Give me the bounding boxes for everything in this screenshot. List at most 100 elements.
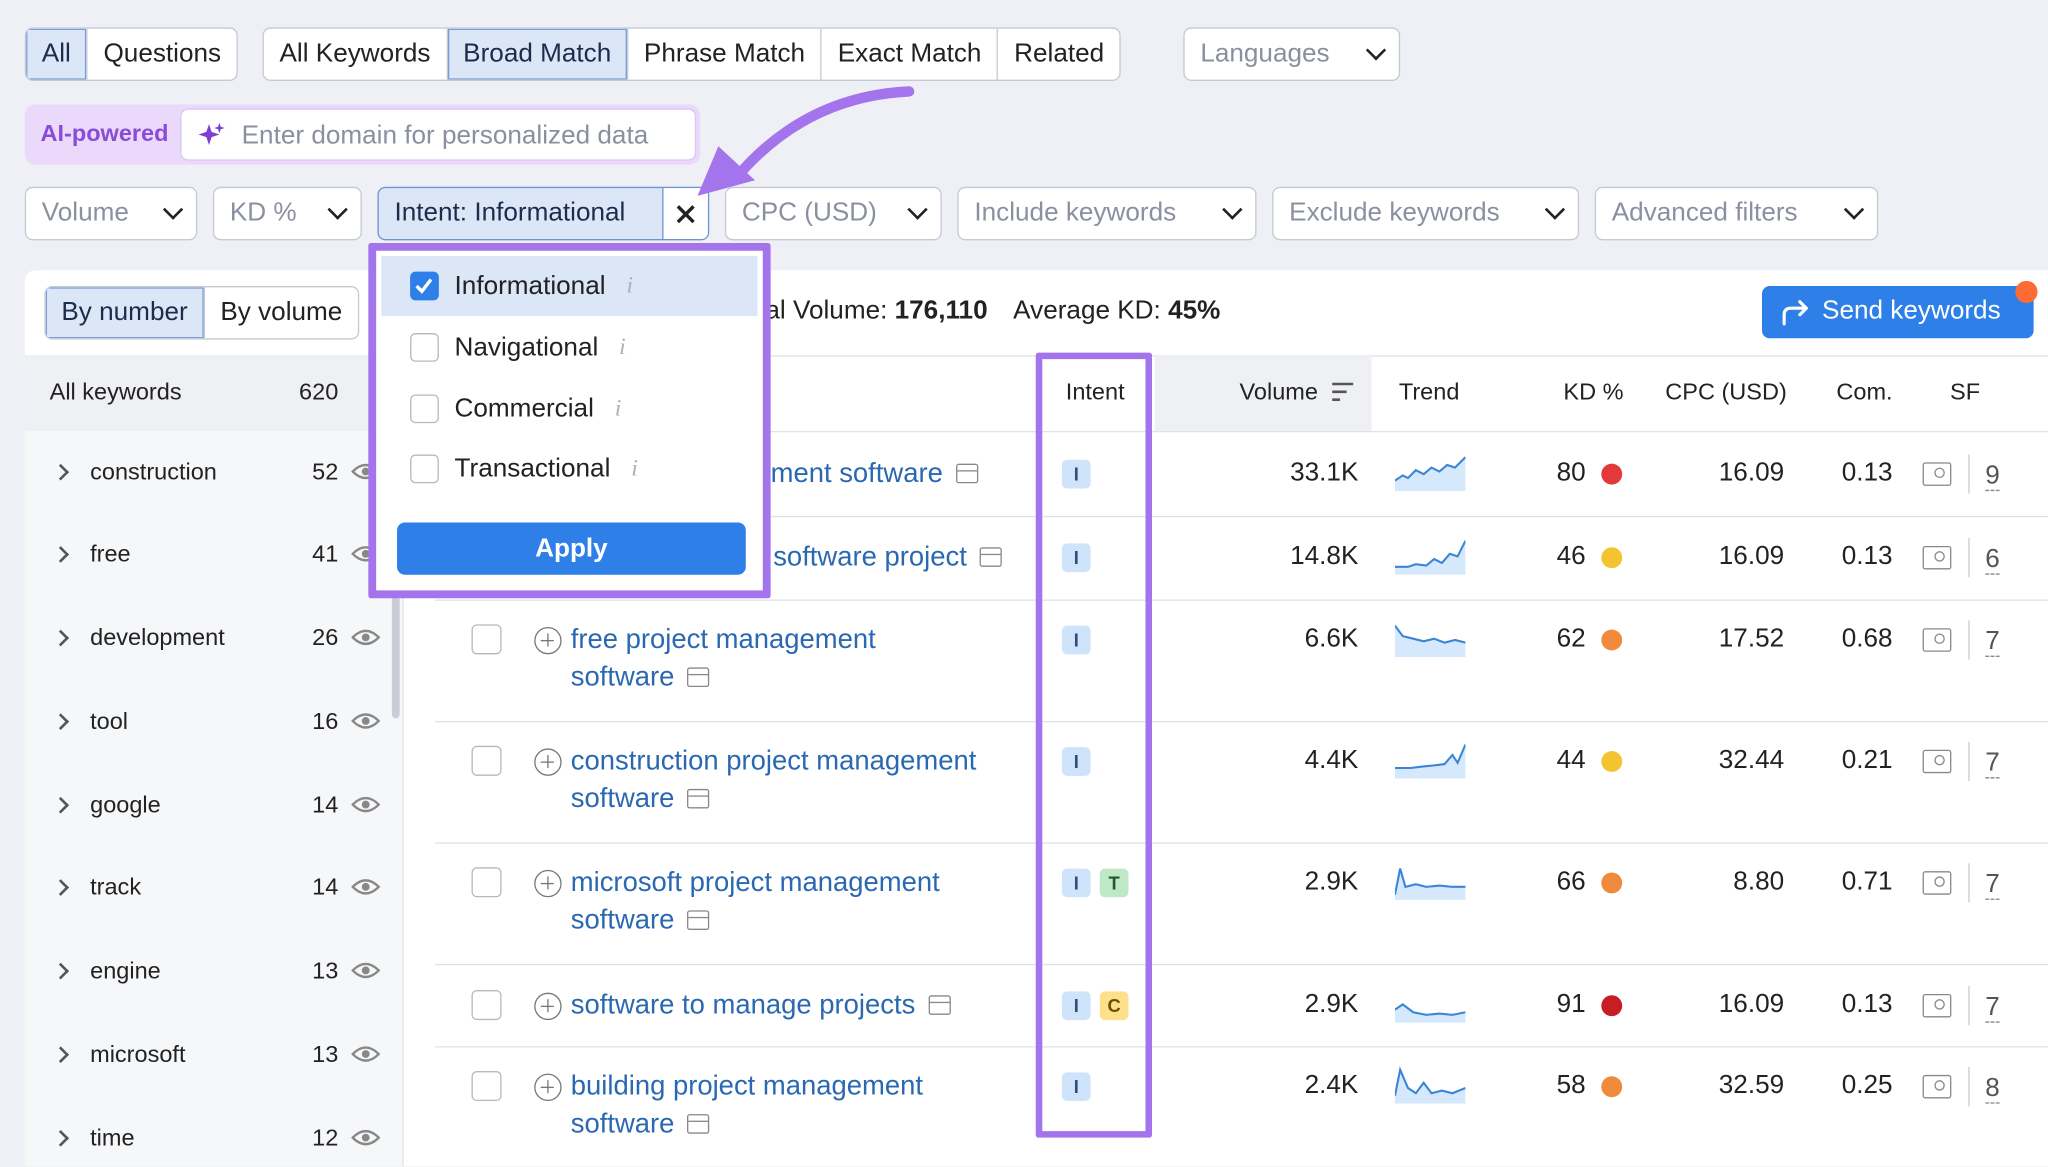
add-keyword-icon[interactable] bbox=[534, 869, 562, 898]
serp-icon[interactable] bbox=[687, 1114, 710, 1134]
chevron-right-icon[interactable] bbox=[52, 1129, 70, 1146]
tab-related[interactable]: Related bbox=[1014, 39, 1105, 68]
row-checkbox[interactable] bbox=[471, 624, 502, 655]
eye-icon[interactable] bbox=[351, 1128, 381, 1146]
serp-features-count[interactable]: 8 bbox=[1985, 1073, 2000, 1104]
sidebar-item-tool[interactable]: tool 16 bbox=[26, 695, 398, 747]
serp-features-icon[interactable] bbox=[1922, 871, 1952, 895]
add-keyword-icon[interactable] bbox=[534, 748, 562, 776]
eye-icon[interactable] bbox=[351, 1045, 381, 1063]
checkbox[interactable] bbox=[410, 394, 439, 424]
column-header-com[interactable]: Com. bbox=[1836, 378, 1893, 405]
sidebar-item-track[interactable]: track 14 bbox=[26, 861, 398, 913]
sort-icon[interactable] bbox=[1331, 381, 1355, 402]
column-header-trend[interactable]: Trend bbox=[1398, 378, 1460, 405]
tab-questions[interactable]: Questions bbox=[103, 39, 222, 68]
cpc-filter[interactable]: CPC (USD) bbox=[724, 186, 942, 241]
column-header-volume[interactable]: Volume bbox=[1239, 378, 1318, 405]
keyword-link[interactable]: software project bbox=[773, 538, 1003, 576]
intent-filter[interactable]: Intent: Informational bbox=[377, 186, 710, 241]
include-keywords-filter[interactable]: Include keywords bbox=[957, 186, 1257, 241]
add-keyword-icon[interactable] bbox=[534, 992, 562, 1021]
chevron-right-icon[interactable] bbox=[52, 463, 70, 480]
serp-icon[interactable] bbox=[928, 995, 951, 1015]
sidebar-item-google[interactable]: google 14 bbox=[26, 778, 398, 830]
serp-features-icon[interactable] bbox=[1922, 1074, 1952, 1099]
chevron-right-icon[interactable] bbox=[52, 1045, 70, 1063]
intent-option-informational[interactable]: Informational i bbox=[394, 256, 757, 316]
serp-features-count[interactable]: 9 bbox=[1985, 461, 2000, 492]
column-header-cpc[interactable]: CPC (USD) bbox=[1665, 378, 1787, 405]
apply-button[interactable]: Apply bbox=[397, 522, 746, 575]
kd-filter[interactable]: KD % bbox=[212, 186, 362, 241]
chevron-right-icon[interactable] bbox=[52, 878, 70, 896]
intent-option-transactional[interactable]: Transactional i bbox=[394, 439, 757, 499]
column-header-kd[interactable]: KD % bbox=[1563, 378, 1624, 405]
eye-icon[interactable] bbox=[351, 712, 381, 730]
chevron-right-icon[interactable] bbox=[52, 629, 70, 646]
sidebar-item-construction[interactable]: construction 52 bbox=[26, 445, 398, 497]
tab-broad-match[interactable]: Broad Match bbox=[447, 28, 629, 80]
serp-features-icon[interactable] bbox=[1922, 545, 1952, 570]
serp-features-icon[interactable] bbox=[1922, 993, 1952, 1018]
row-checkbox[interactable] bbox=[471, 867, 502, 898]
checkbox[interactable] bbox=[410, 454, 439, 484]
exclude-keywords-filter[interactable]: Exclude keywords bbox=[1272, 186, 1580, 241]
tab-exact-match[interactable]: Exact Match bbox=[822, 28, 999, 80]
close-icon[interactable] bbox=[663, 188, 708, 240]
add-keyword-icon[interactable] bbox=[534, 626, 562, 655]
keyword-link[interactable]: microsoft project management software bbox=[571, 863, 940, 939]
checkbox-checked-icon[interactable] bbox=[410, 271, 439, 301]
checkbox[interactable] bbox=[410, 333, 439, 362]
serp-icon[interactable] bbox=[955, 463, 979, 484]
keyword-link[interactable]: free project management software bbox=[571, 620, 876, 696]
by-number-button[interactable]: By number bbox=[45, 287, 205, 339]
sidebar-item-microsoft[interactable]: microsoft 13 bbox=[26, 1028, 398, 1080]
serp-features-count[interactable]: 7 bbox=[1985, 748, 2000, 779]
keyword-link[interactable]: ment software bbox=[771, 455, 979, 493]
serp-features-count[interactable]: 7 bbox=[1985, 626, 2000, 657]
sidebar-item-development[interactable]: development 26 bbox=[26, 611, 398, 663]
serp-features-icon[interactable] bbox=[1922, 462, 1952, 486]
chevron-right-icon[interactable] bbox=[52, 796, 70, 813]
tab-all-keywords[interactable]: All Keywords bbox=[264, 28, 448, 80]
sidebar-item-time[interactable]: time 12 bbox=[26, 1112, 398, 1164]
info-icon[interactable]: i bbox=[619, 333, 626, 360]
domain-input[interactable]: Enter domain for personalized data bbox=[180, 108, 697, 161]
tab-all[interactable]: All bbox=[26, 28, 88, 80]
serp-icon[interactable] bbox=[687, 667, 710, 688]
advanced-filters[interactable]: Advanced filters bbox=[1594, 186, 1879, 241]
serp-features-count[interactable]: 7 bbox=[1985, 869, 2000, 900]
sidebar-item-free[interactable]: free 41 bbox=[26, 528, 398, 580]
keyword-link[interactable]: building project management software bbox=[571, 1067, 923, 1143]
serp-features-icon[interactable] bbox=[1922, 628, 1952, 652]
row-checkbox[interactable] bbox=[471, 745, 502, 776]
row-checkbox[interactable] bbox=[471, 1071, 502, 1102]
eye-icon[interactable] bbox=[351, 878, 381, 896]
eye-icon[interactable] bbox=[351, 961, 381, 979]
eye-icon[interactable] bbox=[351, 628, 381, 646]
tab-phrase-match[interactable]: Phrase Match bbox=[628, 28, 823, 80]
sidebar-item-engine[interactable]: engine 13 bbox=[26, 944, 398, 996]
by-volume-button[interactable]: By volume bbox=[220, 297, 343, 327]
keyword-link[interactable]: construction project management software bbox=[571, 742, 977, 818]
serp-icon[interactable] bbox=[687, 788, 710, 809]
add-keyword-icon[interactable] bbox=[534, 1073, 562, 1102]
serp-icon[interactable] bbox=[687, 910, 710, 930]
info-icon[interactable]: i bbox=[626, 271, 633, 298]
row-checkbox[interactable] bbox=[471, 990, 502, 1021]
chevron-right-icon[interactable] bbox=[52, 545, 70, 563]
info-icon[interactable]: i bbox=[631, 454, 638, 481]
chevron-right-icon[interactable] bbox=[52, 712, 70, 730]
intent-option-navigational[interactable]: Navigational i bbox=[394, 317, 757, 377]
serp-features-count[interactable]: 7 bbox=[1985, 992, 2000, 1023]
intent-option-commercial[interactable]: Commercial i bbox=[394, 379, 757, 439]
languages-dropdown[interactable]: Languages bbox=[1183, 27, 1401, 81]
serp-features-count[interactable]: 6 bbox=[1985, 544, 2000, 575]
serp-features-icon[interactable] bbox=[1922, 749, 1952, 774]
eye-icon[interactable] bbox=[351, 795, 381, 813]
keyword-link[interactable]: software to manage projects bbox=[571, 986, 951, 1024]
column-header-intent[interactable]: Intent bbox=[1065, 378, 1125, 405]
serp-icon[interactable] bbox=[979, 547, 1003, 567]
info-icon[interactable]: i bbox=[614, 394, 622, 421]
